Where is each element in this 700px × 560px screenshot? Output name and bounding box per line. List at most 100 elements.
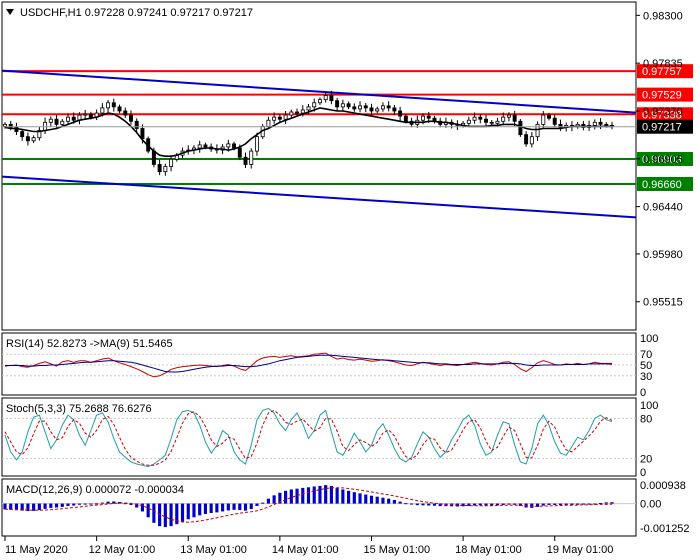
macd-bar: [100, 502, 104, 504]
macd-bar: [192, 503, 196, 518]
macd-panel[interactable]: 0.000938 0.00 -0.001252 MACD(12,26,9) 0.00…: [1, 478, 690, 537]
macd-bar: [152, 503, 156, 523]
macd-bar: [427, 503, 431, 506]
macd-bar: [369, 495, 374, 504]
macd-bar: [112, 501, 116, 504]
macd-bar: [364, 494, 368, 504]
macd-bar: [266, 498, 270, 504]
candle: [340, 99, 345, 112]
candle: [197, 140, 202, 153]
macd-bar: [610, 502, 614, 504]
candle: [31, 135, 36, 144]
macd-bar: [467, 503, 471, 506]
macd-bar: [180, 503, 185, 522]
candle: [295, 108, 300, 116]
macd-bar: [558, 503, 563, 506]
channel-upper-line[interactable]: [1, 69, 637, 114]
rsi-panel-frame: [1, 332, 637, 396]
time-tick-label: 15 May 01:00: [363, 544, 430, 556]
candle: [129, 110, 133, 125]
macd-bar: [186, 503, 190, 520]
price-tick-label: 0.98300: [643, 10, 683, 22]
stoch-header: Stoch(5,3,3) 75.2688 76.6276: [6, 403, 152, 415]
macd-bar: [123, 503, 127, 505]
trend-channel[interactable]: [1, 69, 637, 219]
candle: [484, 115, 488, 128]
macd-bar: [306, 487, 311, 504]
macd-axis: 0.000938 0.00 -0.001252: [640, 480, 690, 535]
macd-bar: [261, 502, 265, 504]
candle: [117, 104, 122, 114]
macd-bar: [438, 503, 442, 507]
macd-bar: [570, 503, 574, 505]
support-price-tag: [637, 152, 693, 167]
macd-bar: [83, 503, 87, 505]
rsi-tick-label: 30: [640, 371, 652, 383]
rsi-ma-line: [5, 354, 613, 373]
candle: [392, 105, 397, 116]
rsi-tick-label: 0: [640, 387, 646, 399]
macd-bar: [553, 503, 557, 505]
candle: [432, 115, 437, 124]
macd-tick-label: 0.000938: [640, 480, 686, 492]
macd-bar: [129, 503, 133, 505]
macd-bar: [432, 503, 437, 506]
macd-bar: [203, 503, 207, 514]
macd-bar: [49, 503, 53, 508]
price-panel[interactable]: 0.97757 0.97529 0.97338 0.96903 0.96660 0.98…: [1, 1, 693, 331]
stoch-tick-label: 20: [640, 454, 652, 466]
macd-bar: [3, 503, 7, 510]
candle: [283, 110, 288, 124]
stoch-signal-line: [4, 409, 613, 466]
macd-bar: [421, 503, 425, 506]
stoch-tick-label: 80: [640, 413, 652, 425]
macd-bar: [249, 503, 253, 510]
stoch-panel-frame: [1, 397, 637, 477]
macd-bar: [387, 498, 391, 504]
candle: [254, 132, 259, 156]
channel-lower-line[interactable]: [1, 175, 637, 219]
candle: [243, 152, 248, 168]
price-axis: 0.98300 0.97835 0.97370 0.96905 0.96440 0.959…: [636, 10, 693, 309]
candle: [20, 128, 25, 141]
price-tick-label: 0.97370: [643, 106, 683, 118]
candle: [317, 97, 322, 106]
macd-panel-frame: [1, 478, 637, 537]
current-price-tag: [637, 119, 693, 134]
macd-bar: [89, 503, 93, 505]
macd-bar: [490, 503, 494, 506]
candle: [466, 116, 471, 127]
price-tick-label: 0.96905: [643, 154, 683, 166]
candle: [25, 132, 30, 146]
macd-bar: [26, 503, 30, 512]
resistance-price-label: 0.97529: [642, 90, 682, 102]
triangle-down-icon[interactable]: [6, 9, 14, 15]
macd-bar: [43, 503, 47, 509]
macd-tick-label: 0.00: [640, 499, 661, 511]
candle: [272, 112, 277, 124]
macd-header: MACD(12,26,9) 0.000072 -0.000034: [6, 484, 184, 496]
candle: [581, 120, 586, 131]
candle: [598, 118, 603, 130]
macd-bar: [226, 503, 230, 511]
candle: [472, 112, 477, 124]
candle: [518, 119, 523, 137]
macd-bar: [301, 487, 305, 504]
macd-bar: [598, 502, 603, 504]
macd-bar: [312, 486, 316, 504]
rsi-tick-label: 100: [640, 333, 658, 345]
candle: [60, 119, 65, 127]
macd-histogram: [3, 485, 614, 528]
macd-bar: [14, 503, 19, 511]
time-axis: 11 May 2020 12 May 01:00 13 May 01:00 14 Ma…: [4, 536, 613, 556]
candle: [106, 99, 111, 113]
candle: [512, 110, 517, 126]
macd-bar: [535, 503, 540, 507]
stoch-tick-label: 100: [640, 400, 658, 412]
macd-bar: [507, 503, 511, 505]
macd-bar: [358, 493, 362, 504]
candle: [352, 103, 357, 112]
